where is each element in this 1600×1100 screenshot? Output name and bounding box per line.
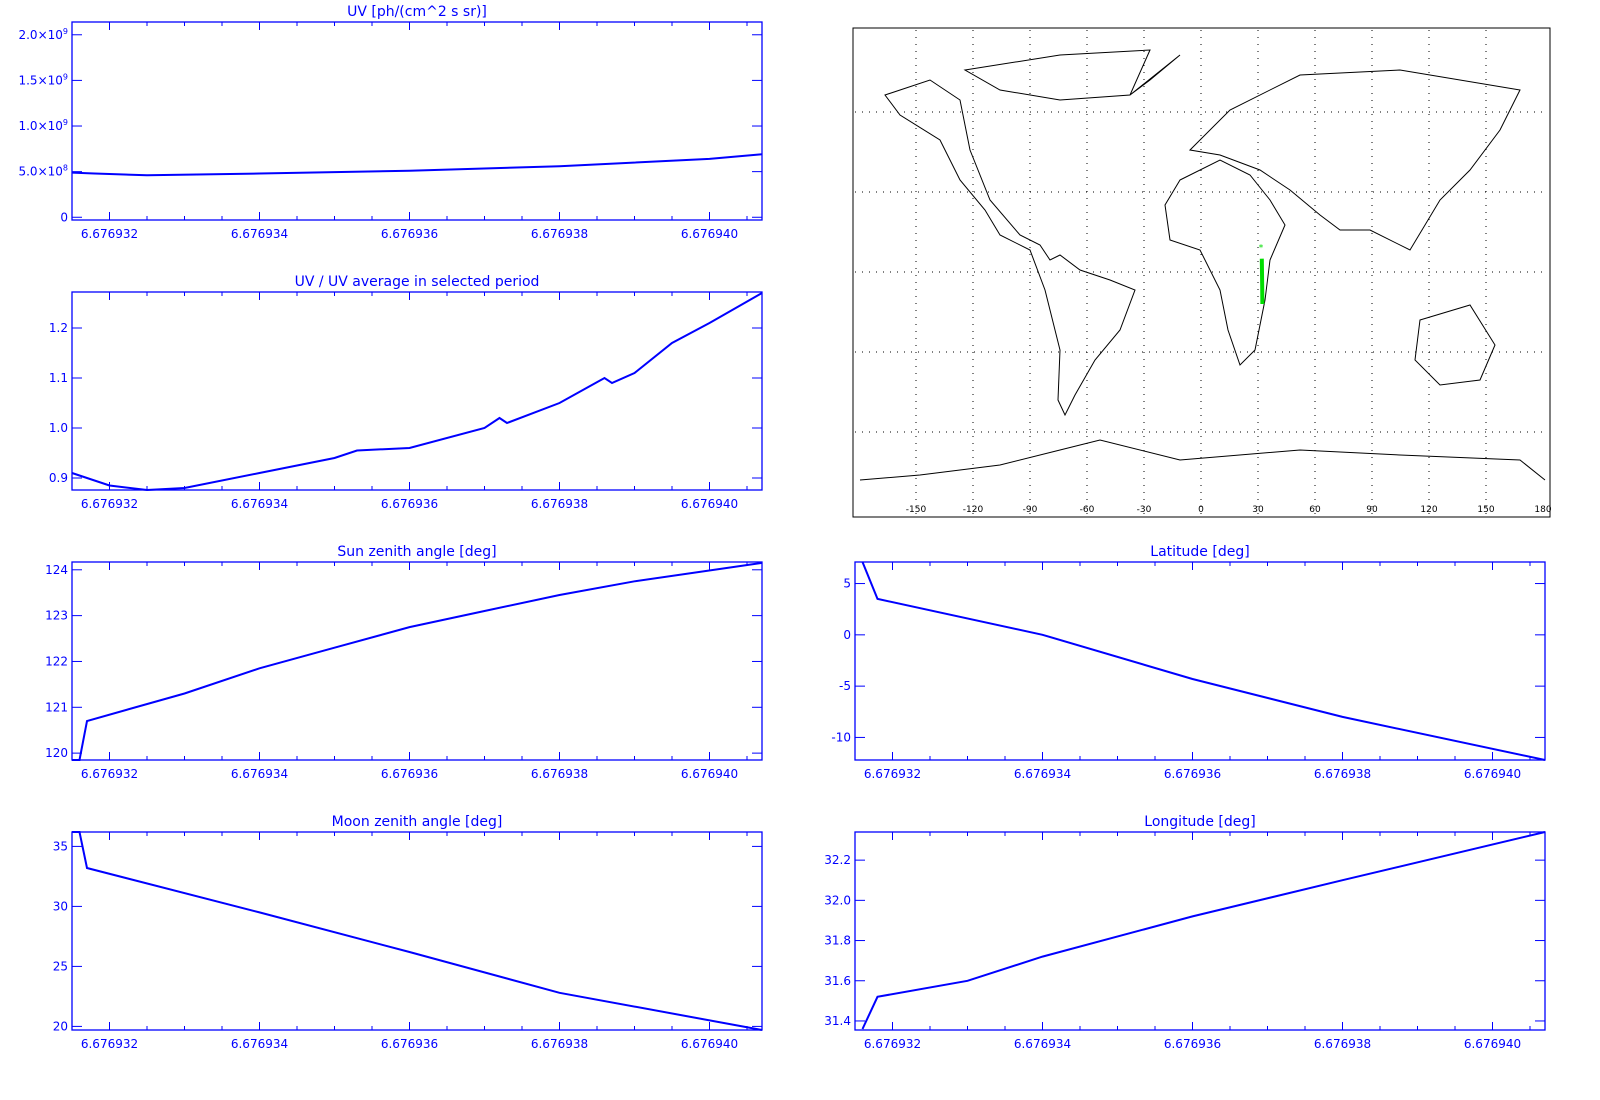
map-frame <box>852 27 1551 518</box>
chart-panel: Moon zenith angle [deg] 6.676932 6.676934 6… <box>53 814 763 1051</box>
x-tick-label: 6.676936 <box>1164 1037 1221 1051</box>
x-tick-label: 6.676932 <box>81 227 138 241</box>
chart-title: Longitude [deg] <box>1144 814 1255 830</box>
world-map: -150 -120 -90 -60 -30 0 30 60 90 120 150 180 * <box>852 27 1552 518</box>
x-tick-label: 6.676936 <box>381 767 438 781</box>
x-tick-label: 6.676934 <box>1014 767 1071 781</box>
y-tick-label: 122 <box>45 654 68 668</box>
x-tick-label: 6.676940 <box>1464 1037 1521 1051</box>
y-tick-label: 35 <box>53 839 68 853</box>
x-tick-label: 6.676934 <box>231 227 288 241</box>
data-series-line <box>71 153 763 177</box>
satellite-track <box>1259 258 1265 305</box>
x-tick-label: 6.676936 <box>1164 767 1221 781</box>
y-tick-label: 32.0 <box>824 893 851 907</box>
lon-tick-label: 60 <box>1309 505 1321 515</box>
x-tick-label: 6.676940 <box>681 227 738 241</box>
data-series-line <box>72 561 763 761</box>
x-tick-label: 6.676932 <box>864 767 921 781</box>
x-tick-label: 6.676938 <box>531 497 588 511</box>
x-tick-label: 6.676936 <box>381 1037 438 1051</box>
data-series-line <box>71 292 763 492</box>
y-tick-label: 1.1 <box>49 371 68 385</box>
y-tick-label: 5 <box>843 577 851 591</box>
lon-tick-label: 30 <box>1252 505 1264 515</box>
plot-frame <box>71 561 763 761</box>
x-tick-label: 6.676940 <box>681 497 738 511</box>
y-tick-label: 31.8 <box>824 934 851 948</box>
x-tick-label: 6.676932 <box>81 767 138 781</box>
x-tick-label: 6.676938 <box>1314 767 1371 781</box>
y-tick-label: 1.2 <box>49 321 68 335</box>
x-tick-label: 6.676938 <box>531 227 588 241</box>
y-tick-label: 5.0×108 <box>18 164 68 179</box>
x-tick-label: 6.676932 <box>81 1037 138 1051</box>
lon-tick-label: 150 <box>1477 505 1494 515</box>
x-tick-label: 6.676936 <box>381 227 438 241</box>
lon-tick-label: -30 <box>1137 505 1152 515</box>
lon-tick-label: 120 <box>1420 505 1437 515</box>
y-tick-label: -10 <box>831 730 851 744</box>
x-tick-label: 6.676940 <box>681 1037 738 1051</box>
data-series-line <box>72 831 763 1031</box>
x-tick-label: 6.676932 <box>81 497 138 511</box>
x-tick-label: 6.676934 <box>231 1037 288 1051</box>
y-tick-label: 0.9 <box>49 471 68 485</box>
lon-tick-label: 90 <box>1366 505 1378 515</box>
coastlines <box>859 49 1546 481</box>
y-tick-label: 123 <box>45 609 68 623</box>
x-tick-label: 6.676932 <box>864 1037 921 1051</box>
lon-tick-label: -120 <box>963 505 984 515</box>
chart-panel: Sun zenith angle [deg] 6.676932 6.676934 6.… <box>45 544 763 781</box>
chart-title: Latitude [deg] <box>1150 544 1249 560</box>
y-tick-label: 0 <box>843 628 851 642</box>
y-tick-label: 1.0 <box>49 421 68 435</box>
chart-title: Moon zenith angle [deg] <box>332 814 503 830</box>
chart-title: UV / UV average in selected period <box>295 274 540 290</box>
chart-panel: UV / UV average in selected period 6.6769… <box>49 274 763 511</box>
y-tick-label: 0 <box>60 210 68 224</box>
y-tick-label: 120 <box>45 746 68 760</box>
plot-frame <box>71 291 763 491</box>
y-tick-label: 124 <box>45 563 68 577</box>
plot-frame <box>71 831 763 1031</box>
y-tick-label: 31.6 <box>824 974 851 988</box>
y-tick-label: 31.4 <box>824 1014 851 1028</box>
y-tick-label: -5 <box>839 679 851 693</box>
lon-tick-label: -150 <box>906 505 927 515</box>
lon-tick-label: -60 <box>1080 505 1095 515</box>
y-tick-label: 20 <box>53 1019 68 1033</box>
x-tick-label: 6.676936 <box>381 497 438 511</box>
lon-tick-label: -90 <box>1023 505 1038 515</box>
chart-title: Sun zenith angle [deg] <box>337 544 496 560</box>
plot-frame <box>854 831 1546 1031</box>
x-tick-label: 6.676938 <box>531 1037 588 1051</box>
y-tick-label: 25 <box>53 959 68 973</box>
x-tick-label: 6.676940 <box>681 767 738 781</box>
data-series-line <box>861 561 1546 761</box>
x-tick-label: 6.676938 <box>531 767 588 781</box>
lon-tick-label: 180 <box>1534 505 1551 515</box>
plot-frame <box>71 21 763 221</box>
y-tick-label: 30 <box>53 899 68 913</box>
y-tick-label: 1.0×109 <box>18 118 68 133</box>
x-tick-label: 6.676938 <box>1314 1037 1371 1051</box>
y-tick-label: 2.0×109 <box>18 27 68 42</box>
chart-panel: UV [ph/(cm^2 s sr)] 6.676932 6.676934 6.676… <box>18 4 763 241</box>
y-tick-label: 121 <box>45 700 68 714</box>
x-tick-label: 6.676934 <box>231 767 288 781</box>
x-tick-label: 6.676934 <box>231 497 288 511</box>
y-tick-label: 32.2 <box>824 853 851 867</box>
lon-tick-label: 0 <box>1198 505 1204 515</box>
x-tick-label: 6.676934 <box>1014 1037 1071 1051</box>
track-start-marker: * <box>1259 244 1264 254</box>
chart-title: UV [ph/(cm^2 s sr)] <box>347 4 487 20</box>
data-series-line <box>861 831 1546 1030</box>
chart-panel: Longitude [deg] 6.676932 6.676934 6.676936 6… <box>824 814 1546 1051</box>
chart-panel: Latitude [deg] 6.676932 6.676934 6.676936 6.… <box>831 544 1546 781</box>
x-tick-label: 6.676940 <box>1464 767 1521 781</box>
y-tick-label: 1.5×109 <box>18 72 68 87</box>
plot-frame <box>854 561 1546 761</box>
